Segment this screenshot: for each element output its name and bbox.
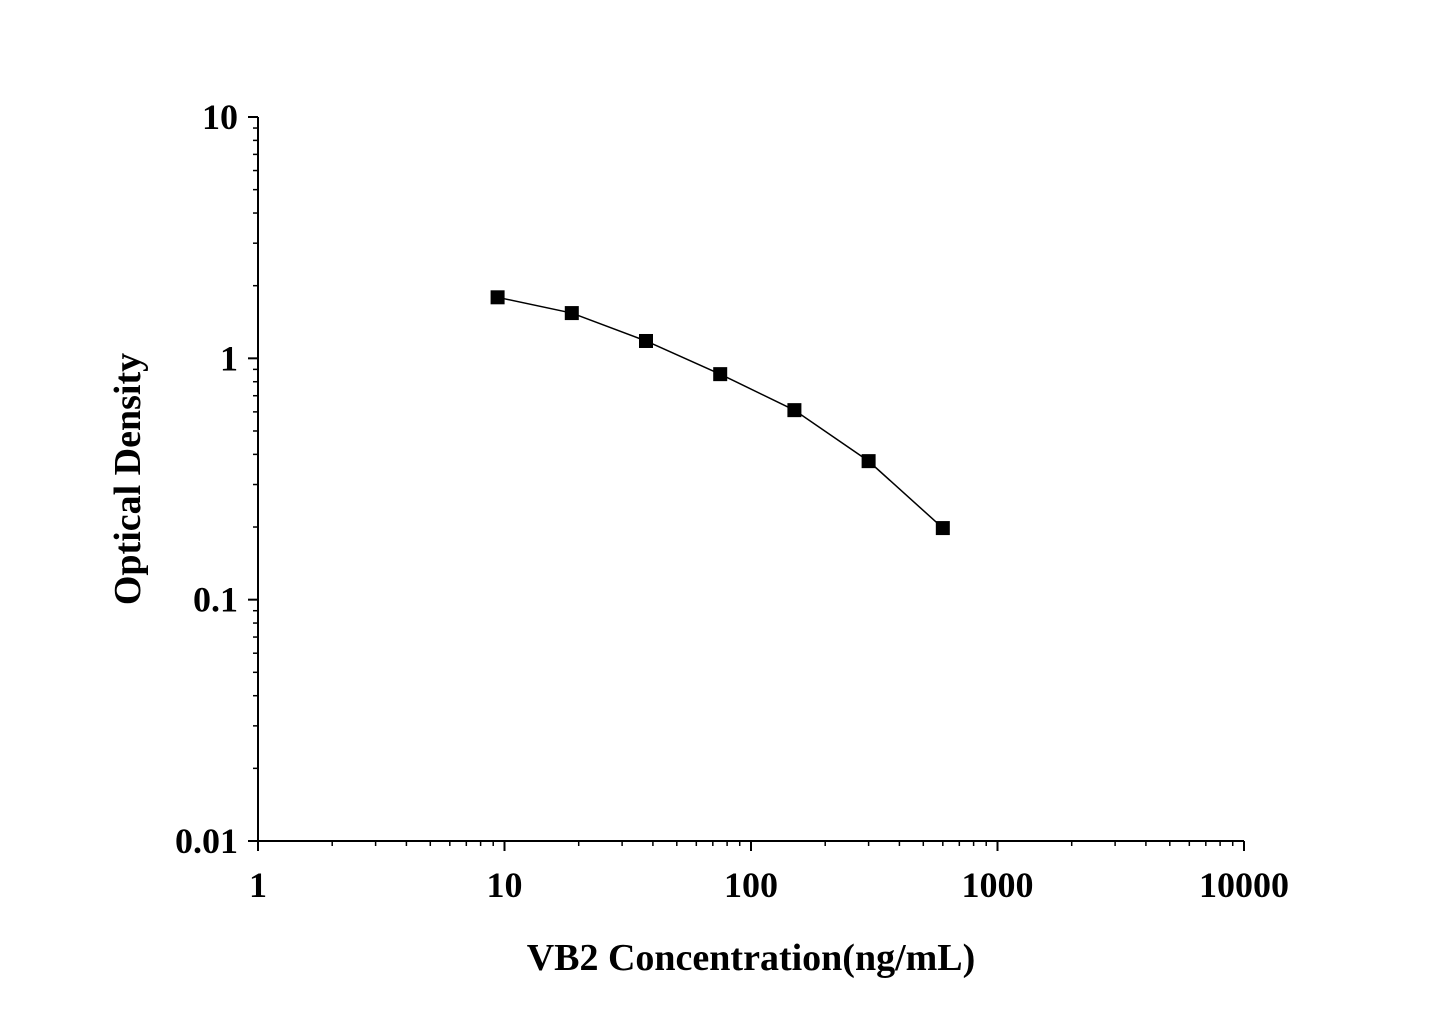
data-point [713, 367, 728, 382]
axes: 1 10 100 1000 10000 0.01 0.1 1 10 [175, 97, 1289, 905]
data-point [787, 403, 802, 418]
x-tick-label: 100 [724, 865, 778, 905]
data-point [490, 290, 505, 305]
x-tick-label: 10 [487, 865, 523, 905]
x-tick-label: 1 [249, 865, 267, 905]
plot-area [490, 290, 950, 536]
series-line [497, 296, 944, 529]
y-tick-label: 0.1 [193, 580, 238, 620]
data-point [861, 454, 876, 469]
x-axis-label: VB2 Concentration(ng/mL) [527, 937, 976, 979]
data-point [564, 306, 579, 321]
y-axis-label: Optical Density [107, 353, 149, 605]
y-tick-label: 1 [220, 338, 238, 378]
x-tick-label: 1000 [962, 865, 1034, 905]
y-tick-label: 0.01 [175, 821, 238, 861]
data-point [638, 333, 653, 348]
y-tick-label: 10 [202, 97, 238, 137]
data-point [935, 521, 950, 536]
x-tick-label: 10000 [1199, 865, 1289, 905]
